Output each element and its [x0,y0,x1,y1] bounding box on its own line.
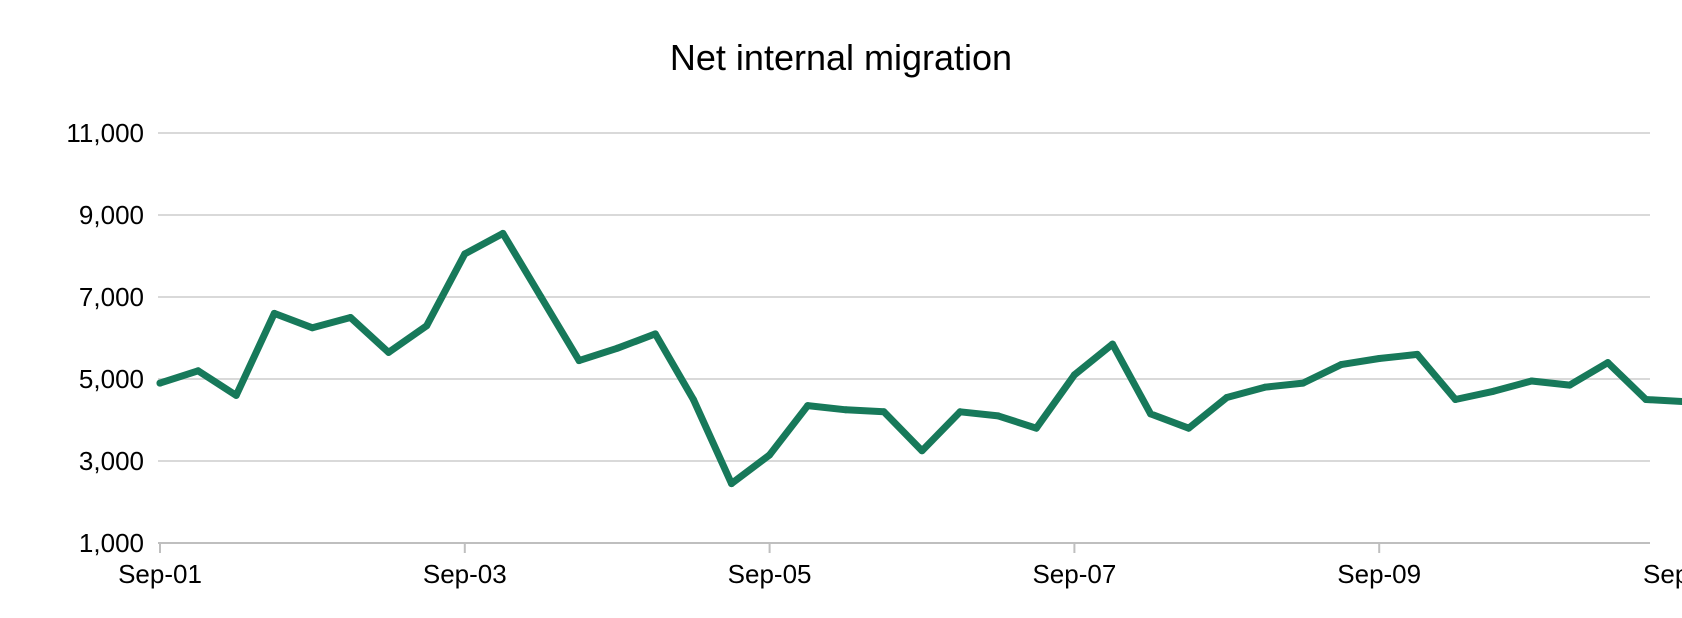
data-point [156,379,164,387]
y-tick-label: 1,000 [79,528,144,558]
series-line [156,229,1682,488]
data-point [1032,424,1040,432]
data-point [575,357,583,365]
data-point [689,396,697,403]
data-point [956,408,964,416]
y-tick-label: 11,000 [66,118,144,148]
data-point [880,408,888,416]
y-tick-label: 3,000 [79,446,144,476]
data-point [651,330,659,338]
data-point [918,447,926,455]
data-point [1451,396,1459,403]
data-point [1223,394,1231,401]
data-point [1528,377,1536,385]
data-point [308,324,316,332]
data-point [1490,387,1497,395]
y-axis-labels: 1,000 3,000 5,000 7,000 9,000 11,000 [66,118,144,558]
x-axis-labels: Sep-01Sep-03Sep-05Sep-07Sep-09Sep-11Sep-… [118,559,1682,589]
data-point [385,348,393,356]
data-point [499,229,507,237]
data-point [1070,371,1078,379]
data-point [1299,379,1307,387]
data-point [461,250,469,258]
x-tick-label: Sep-11 [1643,559,1682,589]
data-point [232,391,240,399]
data-point [1642,396,1650,403]
data-point [1109,340,1116,348]
gridlines [158,132,1650,462]
data-point [270,309,278,317]
data-point [1261,383,1269,391]
data-point [1185,424,1193,432]
data-point [1337,361,1345,369]
x-axis [158,542,1650,553]
x-tick-label: Sep-03 [423,559,507,589]
data-point [994,412,1002,420]
data-point [1375,355,1383,362]
data-point [613,344,621,352]
data-point [347,314,354,321]
x-tick-label: Sep-05 [728,559,812,589]
x-tick-label: Sep-01 [118,559,202,589]
y-tick-label: 9,000 [79,200,144,230]
y-tick-label: 7,000 [79,282,144,312]
data-point [728,480,735,488]
data-point [1604,359,1612,367]
data-point [423,322,431,330]
data-point [842,406,850,414]
x-tick-label: Sep-07 [1032,559,1116,589]
data-point [766,451,774,459]
y-tick-label: 5,000 [79,364,144,394]
data-point [1566,381,1574,389]
x-tick-label: Sep-09 [1337,559,1421,589]
data-point [194,367,202,375]
data-point [804,402,812,410]
data-point [1147,410,1155,418]
series-layer [156,229,1682,488]
data-point [537,293,545,301]
data-point [1413,350,1421,358]
chart-title: Net internal migration [670,37,1012,78]
